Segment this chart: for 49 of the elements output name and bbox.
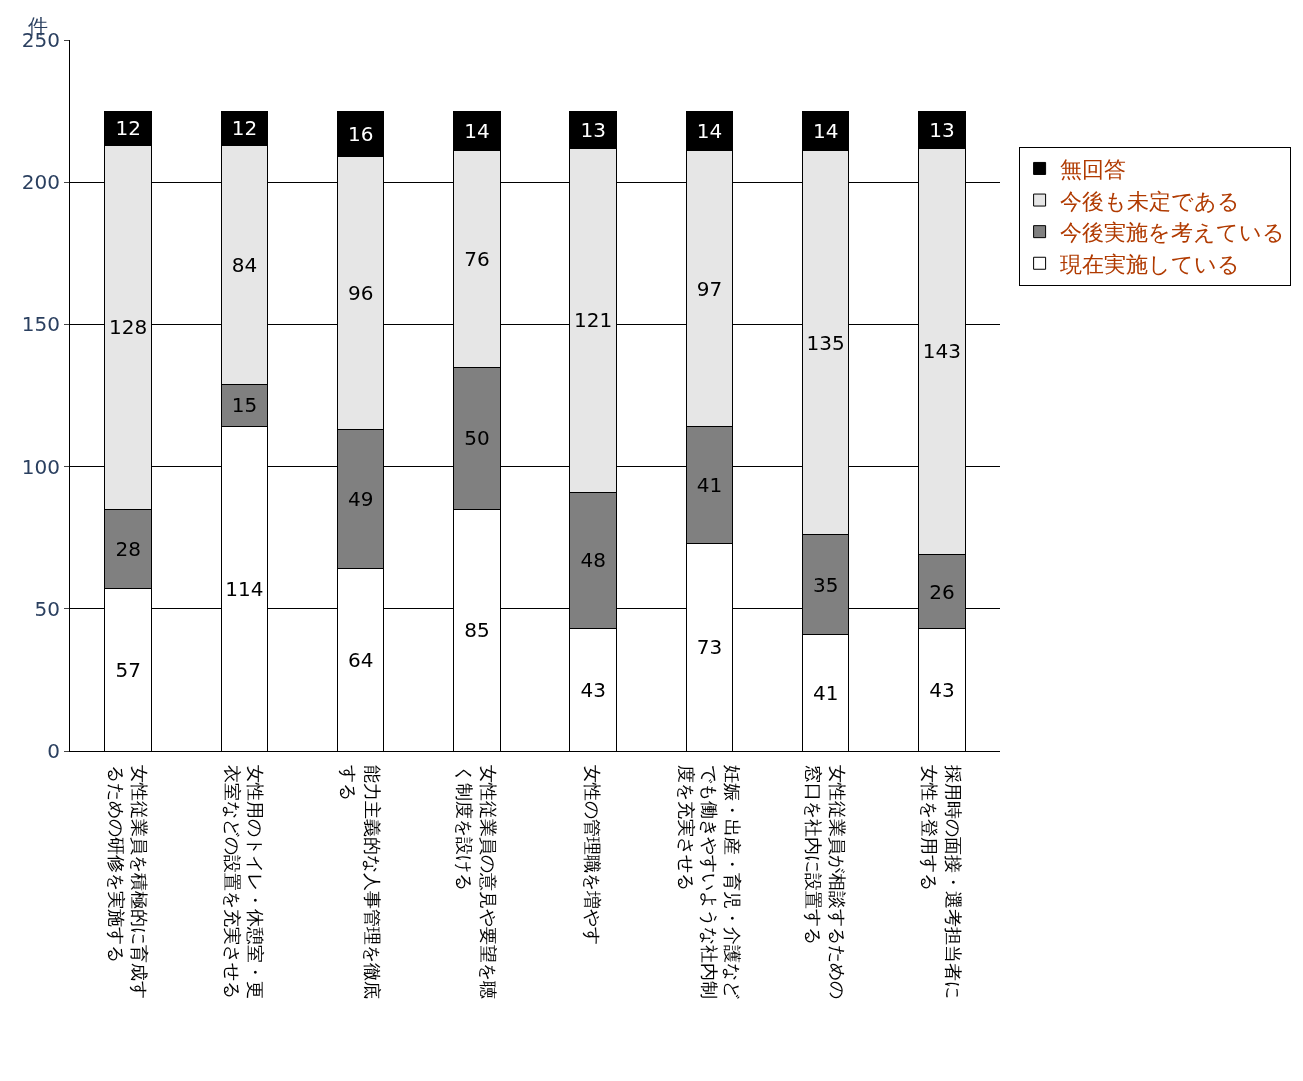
data-label: 43 (929, 677, 955, 702)
data-label: 143 (922, 339, 961, 364)
data-label: 12 (231, 116, 258, 141)
data-label: 43 (580, 677, 606, 702)
data-label: 12 (115, 116, 141, 141)
data-label: 50 (464, 426, 490, 451)
x-tick-label: 女性従業員が相談するための窓口を社内に設置する (803, 765, 848, 1000)
data-label: 73 (696, 635, 723, 660)
legend-label: 今後も未定である (1059, 188, 1240, 214)
data-label: 48 (580, 548, 606, 573)
legend-label: 今後実施を考えている (1059, 220, 1285, 246)
y-tick-label: 150 (21, 312, 60, 337)
y-tick-label: 50 (34, 596, 60, 621)
data-label: 41 (696, 473, 723, 498)
x-tick-label: 女性従業員を積極的に育成するための研修を実施する (105, 764, 151, 999)
x-tick-label: 能力主義的な人事管理を徹底する (338, 765, 383, 1000)
data-label: 15 (231, 393, 258, 418)
data-label: 97 (696, 276, 723, 301)
data-label: 57 (115, 657, 141, 682)
data-label: 96 (347, 281, 374, 306)
data-label: 41 (812, 680, 839, 705)
data-label: 35 (812, 572, 839, 597)
data-label: 84 (231, 252, 258, 277)
data-label: 28 (115, 537, 141, 562)
x-tick-label: 女性の管理職を増やす (582, 764, 604, 945)
data-label: 114 (225, 576, 264, 601)
data-label: 121 (574, 308, 613, 333)
legend-label: 現在実施している (1059, 251, 1240, 277)
y-tick-label: 0 (47, 739, 60, 763)
x-tick-label: 女性用のトイレ・休憩室・更衣室などの設置を充実させる (221, 764, 267, 999)
data-label: 13 (929, 117, 955, 142)
data-label: 128 (109, 315, 148, 340)
data-label: 13 (580, 117, 606, 142)
y-tick-label: 100 (21, 454, 60, 479)
x-tick-label: 女性従業員の意見や要望を聴く制度を設ける (454, 765, 499, 1000)
data-label: 76 (464, 246, 490, 271)
data-label: 14 (812, 119, 839, 144)
x-tick-label: 妊娠・出産・育児・介護などでも働きやすいような社内制度を充実させる (675, 764, 744, 999)
data-label: 49 (347, 487, 374, 512)
data-label: 85 (464, 618, 490, 643)
data-label: 135 (806, 330, 845, 355)
x-tick-label: 採用時の面接・選考担当者に女性を登用する (919, 765, 964, 1000)
y-tick-label: 200 (21, 170, 60, 195)
data-label: 14 (696, 119, 723, 144)
data-label: 16 (347, 121, 374, 146)
data-label: 14 (464, 119, 490, 144)
data-label: 64 (347, 647, 374, 672)
legend-label: 無回答 (1059, 157, 1126, 183)
data-label: 26 (929, 579, 955, 604)
